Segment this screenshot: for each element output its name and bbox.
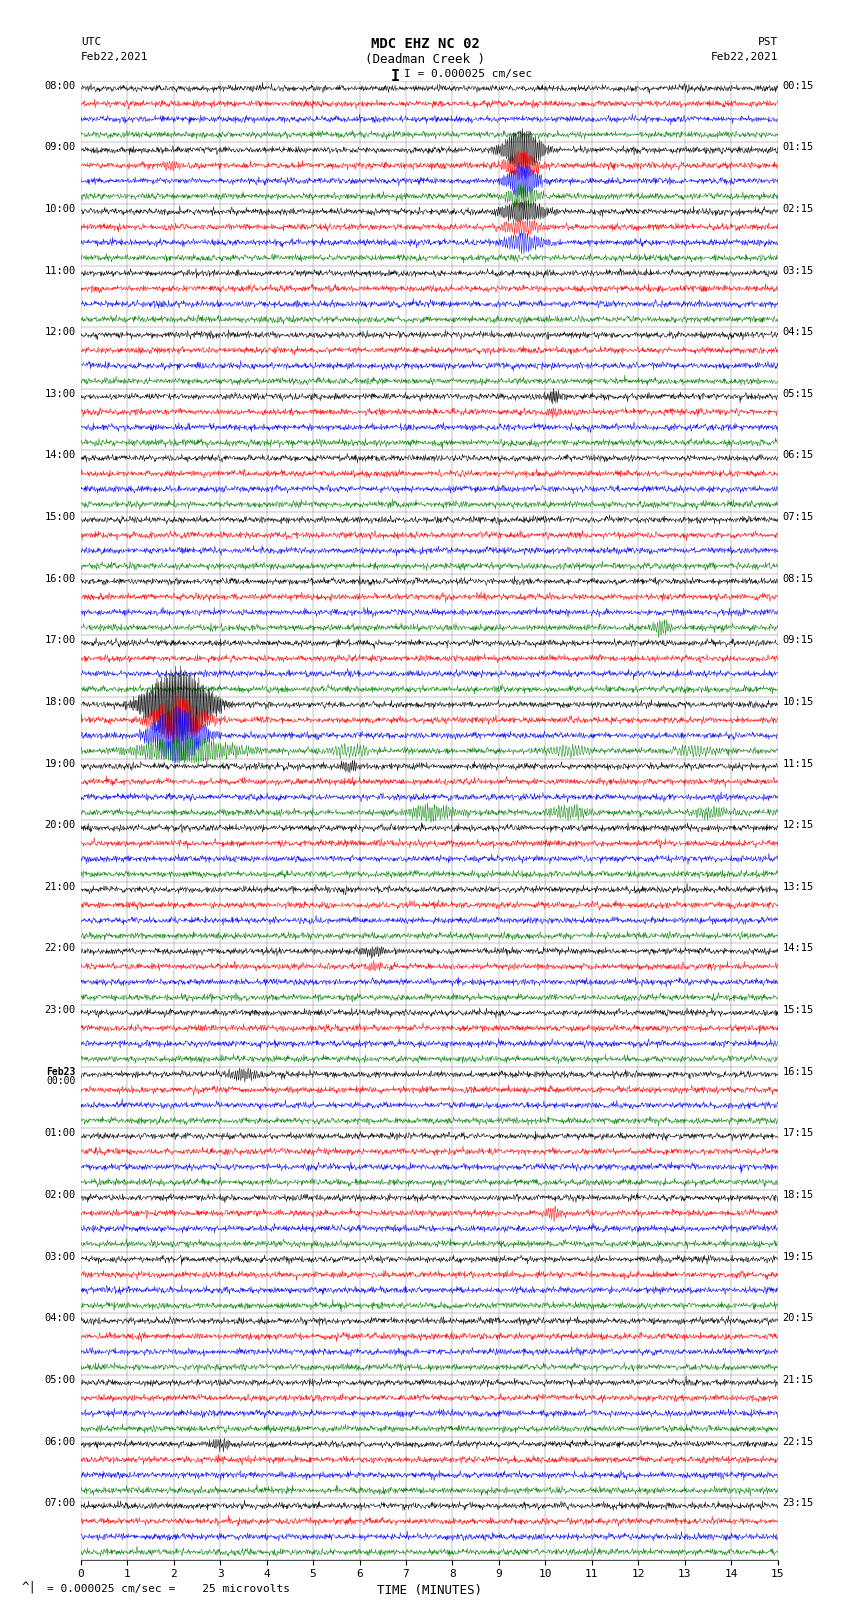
Text: 21:00: 21:00 <box>44 882 76 892</box>
Text: 16:00: 16:00 <box>44 574 76 584</box>
Text: 23:15: 23:15 <box>783 1498 814 1508</box>
Text: MDC EHZ NC 02: MDC EHZ NC 02 <box>371 37 479 52</box>
Text: Feb23: Feb23 <box>47 1066 76 1077</box>
Text: 05:15: 05:15 <box>783 389 814 398</box>
Text: Feb22,2021: Feb22,2021 <box>81 52 148 61</box>
Text: 14:00: 14:00 <box>44 450 76 460</box>
Text: 09:00: 09:00 <box>44 142 76 152</box>
Text: 03:15: 03:15 <box>783 266 814 276</box>
Text: 03:00: 03:00 <box>44 1252 76 1261</box>
Text: 01:15: 01:15 <box>783 142 814 152</box>
Text: Feb22,2021: Feb22,2021 <box>711 52 778 61</box>
Text: 18:00: 18:00 <box>44 697 76 706</box>
Text: 10:00: 10:00 <box>44 203 76 215</box>
Text: 07:00: 07:00 <box>44 1498 76 1508</box>
Text: I = 0.000025 cm/sec: I = 0.000025 cm/sec <box>404 69 532 79</box>
Text: 22:15: 22:15 <box>783 1437 814 1447</box>
Text: 02:15: 02:15 <box>783 203 814 215</box>
Text: 00:00: 00:00 <box>47 1076 76 1086</box>
Text: 19:00: 19:00 <box>44 758 76 768</box>
Text: 08:00: 08:00 <box>44 81 76 90</box>
Text: 17:00: 17:00 <box>44 636 76 645</box>
Text: 09:15: 09:15 <box>783 636 814 645</box>
Text: UTC: UTC <box>81 37 101 47</box>
Text: 12:15: 12:15 <box>783 821 814 831</box>
Text: 18:15: 18:15 <box>783 1190 814 1200</box>
Text: 15:15: 15:15 <box>783 1005 814 1015</box>
Text: 02:00: 02:00 <box>44 1190 76 1200</box>
Text: 06:00: 06:00 <box>44 1437 76 1447</box>
Text: 16:15: 16:15 <box>783 1066 814 1077</box>
Text: 10:15: 10:15 <box>783 697 814 706</box>
Text: 22:00: 22:00 <box>44 944 76 953</box>
Text: (Deadman Creek ): (Deadman Creek ) <box>365 53 485 66</box>
Text: PST: PST <box>757 37 778 47</box>
Text: ^|: ^| <box>21 1581 37 1594</box>
Text: 11:15: 11:15 <box>783 758 814 768</box>
Text: 15:00: 15:00 <box>44 511 76 523</box>
Text: 12:00: 12:00 <box>44 327 76 337</box>
Text: 20:15: 20:15 <box>783 1313 814 1323</box>
Text: 21:15: 21:15 <box>783 1374 814 1386</box>
Text: 00:15: 00:15 <box>783 81 814 90</box>
Text: 23:00: 23:00 <box>44 1005 76 1015</box>
Text: 20:00: 20:00 <box>44 821 76 831</box>
Text: 04:15: 04:15 <box>783 327 814 337</box>
Text: 13:00: 13:00 <box>44 389 76 398</box>
Text: 06:15: 06:15 <box>783 450 814 460</box>
Text: 01:00: 01:00 <box>44 1129 76 1139</box>
X-axis label: TIME (MINUTES): TIME (MINUTES) <box>377 1584 482 1597</box>
Text: 13:15: 13:15 <box>783 882 814 892</box>
Text: 14:15: 14:15 <box>783 944 814 953</box>
Text: 04:00: 04:00 <box>44 1313 76 1323</box>
Text: 07:15: 07:15 <box>783 511 814 523</box>
Text: = 0.000025 cm/sec =    25 microvolts: = 0.000025 cm/sec = 25 microvolts <box>47 1584 290 1594</box>
Text: 05:00: 05:00 <box>44 1374 76 1386</box>
Text: 19:15: 19:15 <box>783 1252 814 1261</box>
Text: 08:15: 08:15 <box>783 574 814 584</box>
Text: I: I <box>391 69 399 84</box>
Text: 17:15: 17:15 <box>783 1129 814 1139</box>
Text: 11:00: 11:00 <box>44 266 76 276</box>
